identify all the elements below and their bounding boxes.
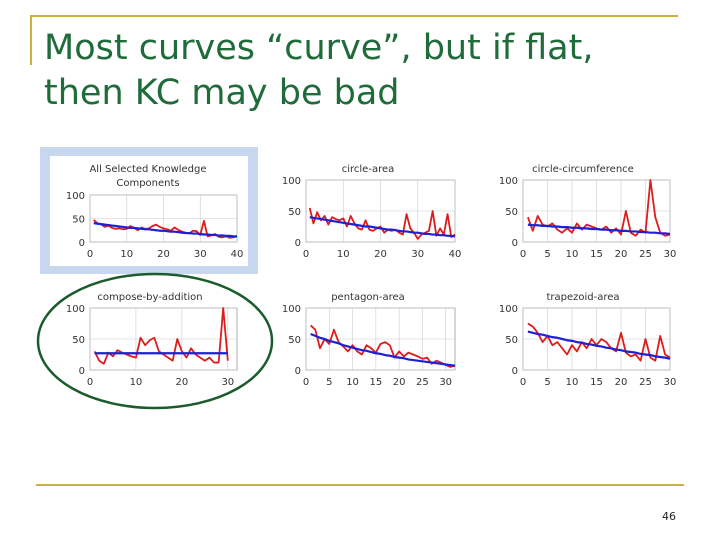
series-line-predicted	[310, 333, 456, 367]
chart-1: 0 50 100 0 10 20 30 40 circle-area	[282, 164, 461, 260]
x-tick-label: 0	[87, 249, 93, 260]
x-tick-label: 40	[449, 249, 462, 260]
x-tick-label: 5	[544, 249, 550, 260]
y-tick-label: 100	[282, 304, 301, 315]
x-tick-label: 30	[664, 377, 677, 388]
title-accent-vertical-rule	[30, 15, 32, 65]
y-tick-label: 50	[72, 335, 85, 346]
x-tick-label: 25	[639, 377, 652, 388]
x-tick-label: 10	[337, 249, 350, 260]
slide-title-line-2: then KC may be bad	[44, 73, 400, 113]
slide-title-line-1: Most curves “curve”, but if flat,	[44, 28, 594, 68]
y-tick-label: 100	[66, 191, 85, 202]
series-line-predicted	[527, 223, 671, 236]
x-tick-label: 25	[416, 377, 429, 388]
x-tick-label: 30	[664, 249, 677, 260]
x-tick-label: 15	[369, 377, 382, 388]
x-tick-label: 20	[374, 249, 387, 260]
chart-title: Components	[116, 178, 179, 189]
y-tick-label: 50	[288, 207, 301, 218]
x-tick-label: 30	[221, 377, 234, 388]
chart-5: 0 50 100 0 5 10 15 20 25 30 trapezoid-area	[499, 292, 676, 388]
x-tick-label: 10	[566, 377, 579, 388]
chart-4: 0 50 100 0 5 10 15 20 25 30 pentagon-area	[282, 292, 456, 388]
x-tick-label: 20	[157, 249, 170, 260]
x-tick-label: 30	[194, 249, 207, 260]
x-tick-label: 25	[639, 249, 652, 260]
y-tick-label: 50	[505, 335, 518, 346]
chart-title: compose-by-addition	[97, 292, 202, 303]
y-tick-label: 0	[295, 238, 301, 249]
chart-0: 0 50 100 0 10 20 30 40 All Selected Knowledge Com…	[40, 147, 258, 274]
footer-rule	[36, 484, 684, 486]
x-tick-label: 15	[590, 249, 603, 260]
series-line-observed	[527, 322, 671, 362]
y-tick-label: 0	[512, 366, 518, 377]
y-tick-label: 0	[512, 238, 518, 249]
x-tick-label: 15	[590, 377, 603, 388]
chart-2: 0 50 100 0 5 10 15 20 25 30 circle-circumference	[499, 164, 676, 260]
x-tick-label: 40	[231, 249, 244, 260]
y-tick-label: 100	[499, 304, 518, 315]
y-tick-label: 0	[295, 366, 301, 377]
x-tick-label: 10	[346, 377, 359, 388]
x-tick-label: 20	[393, 377, 406, 388]
y-tick-label: 0	[79, 238, 85, 249]
x-tick-label: 5	[544, 377, 550, 388]
x-tick-label: 0	[87, 377, 93, 388]
x-tick-label: 30	[411, 249, 424, 260]
x-tick-label: 0	[520, 377, 526, 388]
y-tick-label: 100	[282, 176, 301, 187]
chart-title: circle-area	[342, 164, 395, 175]
chart-title: circle-circumference	[532, 164, 634, 175]
y-tick-label: 0	[79, 366, 85, 377]
page-number: 46	[662, 510, 676, 523]
x-tick-label: 0	[303, 249, 309, 260]
x-tick-label: 30	[439, 377, 452, 388]
y-tick-label: 50	[288, 335, 301, 346]
y-tick-label: 50	[72, 215, 85, 226]
chart-highlight-ellipse	[36, 272, 274, 410]
chart-3: 0 50 100 0 10 20 30 compose-by-addition	[36, 272, 274, 410]
series-line-predicted	[309, 216, 456, 238]
chart-title: All Selected Knowledge	[89, 164, 206, 175]
x-tick-label: 10	[120, 249, 133, 260]
chart-title: trapezoid-area	[546, 292, 619, 303]
x-tick-label: 5	[326, 377, 332, 388]
y-tick-label: 100	[66, 304, 85, 315]
title-accent-top-rule	[30, 15, 678, 17]
series-line-predicted	[93, 222, 237, 238]
x-tick-label: 10	[566, 249, 579, 260]
slide-title: Most curves “curve”, but if flat, then KC…	[44, 26, 684, 116]
x-tick-label: 20	[615, 249, 628, 260]
y-tick-label: 100	[499, 176, 518, 187]
series-line-predicted	[527, 330, 671, 360]
x-tick-label: 10	[130, 377, 143, 388]
x-tick-label: 0	[303, 377, 309, 388]
chart-title: pentagon-area	[331, 292, 405, 303]
x-tick-label: 0	[520, 249, 526, 260]
x-tick-label: 20	[615, 377, 628, 388]
x-tick-label: 20	[176, 377, 189, 388]
y-tick-label: 50	[505, 207, 518, 218]
